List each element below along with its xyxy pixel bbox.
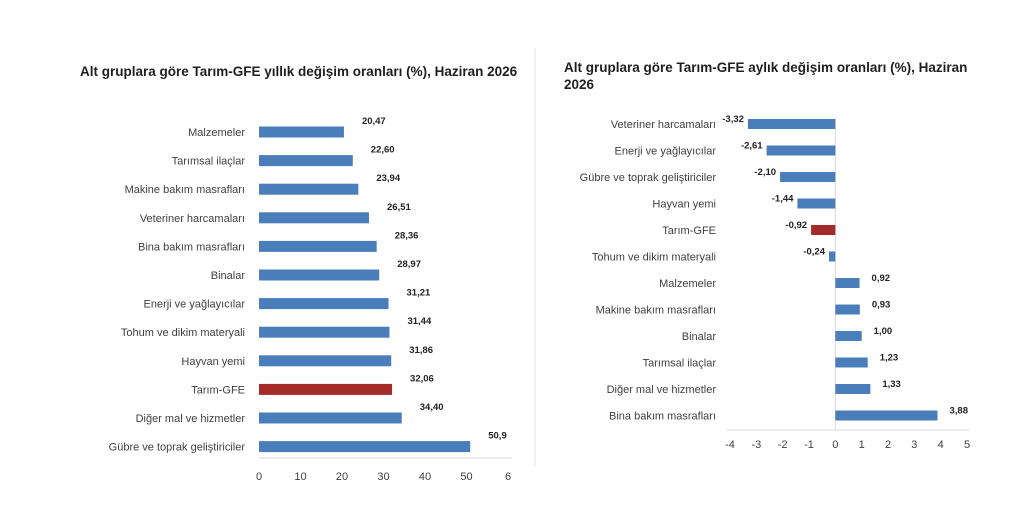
category-label: Gübre ve toprak geliştiriciler [580, 172, 717, 184]
x-tick-label: 40 [419, 471, 431, 483]
bar [747, 119, 836, 129]
x-tick-label: 5 [964, 439, 970, 451]
x-tick-label: -2 [778, 439, 788, 451]
data-label: 0,93 [872, 300, 891, 311]
data-label: 34,40 [420, 402, 444, 413]
category-label: Tohum ve dikim materyali [592, 252, 716, 264]
category-label: Diğer mal ve hizmetler [136, 413, 246, 425]
data-label: 1,00 [874, 326, 893, 337]
data-label: -2,61 [741, 141, 763, 152]
data-label: 1,33 [882, 379, 901, 390]
bar [259, 240, 377, 252]
x-tick-label: -3 [751, 439, 761, 451]
data-label: 20,47 [362, 116, 386, 127]
x-tick-label: 4 [938, 439, 944, 451]
category-label: Enerji ve yağlayıcılar [144, 299, 246, 311]
data-label: -2,10 [754, 167, 776, 178]
data-label: 28,36 [395, 230, 419, 241]
bar [835, 331, 862, 341]
data-label: -0,92 [785, 220, 807, 231]
data-label: 22,60 [371, 145, 395, 156]
data-label: 26,51 [387, 202, 411, 213]
category-label: Enerji ve yağlayıcılar [615, 146, 717, 158]
monthly-chart-title: Alt gruplara göre Tarım-GFE aylık değişi… [564, 60, 968, 92]
x-tick-label: 10 [294, 471, 306, 483]
category-label: Bina bakım masrafları [609, 411, 716, 423]
bar [835, 410, 938, 421]
bar [259, 269, 380, 281]
data-label: -3,32 [722, 114, 744, 125]
bar [259, 355, 392, 367]
data-label: 32,06 [410, 373, 434, 384]
category-label: Binalar [682, 331, 717, 343]
monthly-chart-plot: -4 -3 -2 -1 0 1 2 3 4 5 Veteriner harcamaları -3,32… [580, 114, 970, 451]
category-label: Malzemeler [188, 127, 245, 139]
data-label: -0,24 [803, 247, 825, 258]
bar [259, 412, 402, 424]
bar [797, 198, 836, 209]
data-label: -1,44 [772, 194, 794, 205]
bar [766, 145, 836, 156]
bar [835, 357, 868, 368]
bar [259, 298, 389, 310]
category-label: Malzemeler [659, 278, 716, 290]
category-label: Tohum ve dikim materyali [121, 327, 245, 339]
bar [259, 383, 393, 395]
data-label: 0,92 [872, 273, 891, 284]
data-label: 28,97 [397, 259, 421, 270]
x-tick-label: 30 [377, 471, 389, 483]
bar [259, 126, 344, 138]
bar [259, 212, 370, 224]
bar [780, 172, 836, 182]
category-label: Bina bakım masrafları [138, 241, 245, 253]
data-label: 31,86 [409, 345, 433, 356]
data-label: 3,88 [950, 406, 969, 417]
bar [829, 251, 836, 262]
x-tick-label: 0 [256, 471, 262, 483]
category-label: Tarımsal ilaçlar [643, 358, 717, 370]
category-label: Diğer mal ve hizmetler [607, 384, 717, 396]
yearly-chart-plot: 0 10 20 30 40 50 6 Malzemeler 20,47 Tarımsal ilaç… [109, 116, 512, 483]
x-tick-label: 3 [911, 439, 917, 451]
yearly-change-chart: Alt gruplara göre Tarım-GFE yıllık değiş… [62, 40, 530, 510]
data-label: 1,23 [880, 353, 899, 364]
bar [259, 183, 359, 195]
bar [259, 441, 471, 453]
category-label: Hayvan yemi [652, 199, 716, 211]
data-label: 31,21 [407, 288, 431, 299]
category-label: Tarım-GFE [191, 384, 245, 396]
category-label: Veteriner harcamaları [611, 119, 716, 131]
category-label: Veteriner harcamaları [140, 213, 245, 225]
bar [259, 326, 390, 338]
x-tick-label: 20 [336, 471, 348, 483]
bar [835, 304, 860, 315]
bar [835, 384, 871, 394]
x-tick-label: 1 [859, 439, 865, 451]
data-label: 50,9 [488, 431, 507, 442]
bar [811, 225, 836, 235]
category-label: Makine bakım masrafları [596, 305, 716, 317]
monthly-change-chart: Alt gruplara göre Tarım-GFE aylık değişi… [538, 48, 1004, 468]
category-label: Tarım-GFE [662, 225, 716, 237]
category-label: Gübre ve toprak geliştiriciler [109, 442, 246, 454]
category-label: Makine bakım masrafları [125, 184, 245, 196]
x-tick-label: -4 [725, 439, 735, 451]
yearly-chart-title: Alt gruplara göre Tarım-GFE yıllık değiş… [80, 64, 518, 79]
x-tick-label: 6 [505, 471, 511, 483]
x-tick-label: 50 [460, 471, 472, 483]
x-tick-label: 2 [885, 439, 891, 451]
data-label: 31,44 [407, 316, 431, 327]
panel-divider [534, 48, 536, 466]
data-label: 23,94 [376, 173, 400, 184]
x-tick-label: 0 [832, 439, 838, 451]
category-label: Hayvan yemi [181, 356, 245, 368]
category-label: Tarımsal ilaçlar [172, 156, 246, 168]
category-label: Binalar [211, 270, 246, 282]
bar [259, 155, 353, 167]
x-tick-label: -1 [804, 439, 814, 451]
bar [835, 278, 860, 288]
